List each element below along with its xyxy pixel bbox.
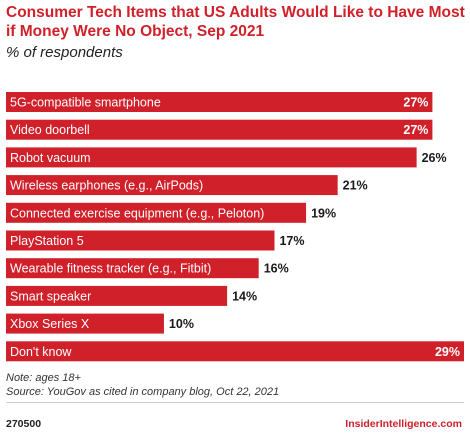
bar-value-label: 10%	[169, 317, 194, 331]
bar-category-label: Xbox Series X	[10, 317, 90, 331]
bar-value-label: 19%	[311, 206, 336, 220]
bar-category-label: Don't know	[10, 345, 72, 359]
brand-logo: InsiderIntelligence.com	[345, 418, 462, 430]
bar	[6, 202, 307, 223]
chart-subtitle: % of respondents	[6, 44, 123, 61]
bar-category-label: Robot vacuum	[10, 151, 91, 165]
bar	[6, 341, 464, 362]
bar	[6, 285, 228, 306]
footer-divider	[6, 402, 464, 403]
bar-value-label: 16%	[264, 262, 289, 276]
chart-id: 270500	[6, 418, 42, 430]
bar-value-label: 17%	[279, 234, 304, 248]
bar-category-label: Wireless earphones (e.g., AirPods)	[10, 179, 203, 193]
chart-note: Note: ages 18+	[6, 372, 81, 384]
bar-category-label: 5G-compatible smartphone	[10, 96, 161, 110]
bar-category-label: PlayStation 5	[10, 234, 84, 248]
chart-source: Source: YouGov as cited in company blog,…	[6, 386, 280, 398]
bar-value-label: 14%	[232, 289, 257, 303]
bar	[6, 119, 433, 140]
bar-value-label: 27%	[403, 123, 428, 137]
bar	[6, 92, 433, 112]
bar-value-label: 26%	[422, 151, 447, 165]
bar-value-label: 21%	[343, 179, 368, 193]
bar-category-label: Wearable fitness tracker (e.g., Fitbit)	[10, 262, 211, 276]
bar	[6, 313, 164, 334]
bar	[6, 258, 259, 279]
bar-category-label: Connected exercise equipment (e.g., Pelo…	[10, 206, 264, 220]
bar-value-label: 27%	[403, 96, 428, 110]
bar	[6, 175, 338, 196]
bar-category-label: Video doorbell	[10, 123, 90, 137]
bar	[6, 147, 417, 168]
bar-category-label: Smart speaker	[10, 289, 91, 303]
bar-value-label: 29%	[435, 345, 460, 359]
bar	[6, 230, 275, 251]
chart-title: Consumer Tech Items that US Adults Would…	[6, 4, 465, 40]
bar-chart: 5G-compatible smartphone 27% Video doorbel…	[6, 92, 464, 362]
